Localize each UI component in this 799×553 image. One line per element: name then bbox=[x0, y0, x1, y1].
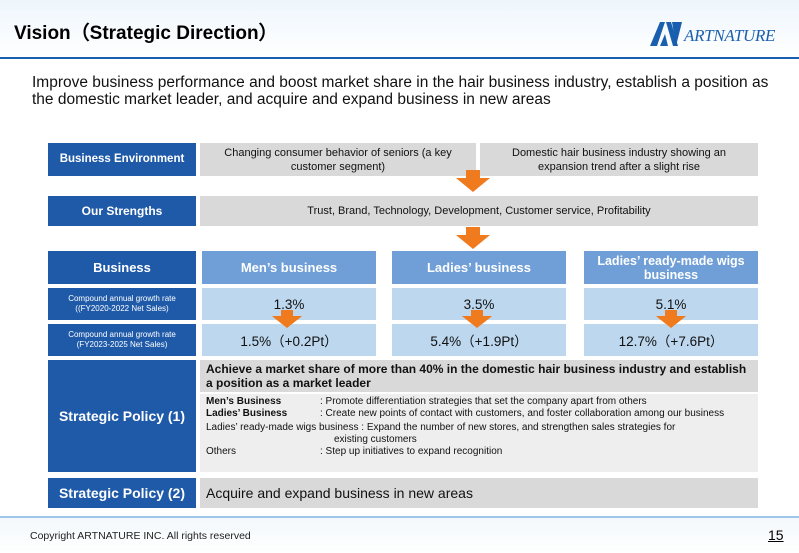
cagr-plan-wigs: 12.7%（+7.6Pt） bbox=[584, 324, 758, 356]
policy1-others-key: Others bbox=[206, 446, 237, 457]
down-arrow-icon bbox=[656, 310, 686, 328]
strengths-value: Trust, Brand, Technology, Development, C… bbox=[200, 196, 758, 226]
policy1-mens-value: : Promote differentiation strategies tha… bbox=[320, 396, 647, 407]
policy1-mens-key: Men’s Business bbox=[206, 396, 282, 407]
policy1-others: Others : Step up initiatives to expand r… bbox=[206, 446, 758, 458]
footer-band bbox=[0, 518, 799, 553]
page-number: 15 bbox=[768, 527, 784, 543]
logo-mark-icon bbox=[650, 22, 682, 46]
environment-label: Business Environment bbox=[48, 143, 196, 176]
down-arrow-icon bbox=[462, 310, 492, 328]
header-band bbox=[0, 0, 799, 58]
company-logo: ARTNATURE bbox=[648, 20, 798, 50]
copyright-text: Copyright ARTNATURE INC. All rights rese… bbox=[30, 530, 251, 542]
logo-text: ARTNATURE bbox=[684, 26, 776, 45]
cagr-plan-label: Compound annual growth rate (FY2023-2025… bbox=[48, 324, 196, 356]
business-mens: Men’s business bbox=[202, 251, 376, 284]
policy1-detail-panel bbox=[200, 394, 758, 472]
down-arrow-icon bbox=[456, 227, 490, 249]
cagr-plan-ladies: 5.4%（+1.9Pt） bbox=[392, 324, 566, 356]
business-ladies: Ladies’ business bbox=[392, 251, 566, 284]
policy1-wigs-continuation: existing customers bbox=[334, 434, 417, 445]
footer-rule bbox=[0, 516, 799, 518]
policy1-headline: Achieve a market share of more than 40% … bbox=[200, 360, 758, 392]
header-rule bbox=[0, 57, 799, 59]
policy2-label: Strategic Policy (2) bbox=[48, 478, 196, 508]
intro-text: Improve business performance and boost m… bbox=[32, 74, 769, 108]
strengths-label: Our Strengths bbox=[48, 196, 196, 226]
down-arrow-icon bbox=[272, 310, 302, 328]
policy1-wigs-line: Ladies’ ready-made wigs business : Expan… bbox=[206, 422, 676, 433]
policy1-ladies-key: Ladies’ Business bbox=[206, 408, 288, 419]
environment-item-2: Domestic hair business industry showing … bbox=[480, 143, 758, 176]
page-title: Vision（Strategic Direction） bbox=[14, 23, 278, 44]
business-wigs: Ladies’ ready-made wigs business bbox=[584, 251, 758, 284]
policy1-mens: Men’s Business : Promote differentiation… bbox=[206, 396, 758, 408]
policy1-detail-list: Men’s Business : Promote differentiation… bbox=[206, 396, 758, 458]
policy1-ladies-value: : Create new points of contact with cust… bbox=[320, 408, 725, 419]
business-label: Business bbox=[48, 251, 196, 284]
policy1-label: Strategic Policy (1) bbox=[48, 360, 196, 472]
cagr-past-label: Compound annual growth rate ((FY2020-202… bbox=[48, 288, 196, 320]
policy2-value: Acquire and expand business in new areas bbox=[200, 478, 758, 508]
environment-item-1: Changing consumer behavior of seniors (a… bbox=[200, 143, 476, 176]
down-arrow-icon bbox=[456, 170, 490, 192]
cagr-plan-mens: 1.5%（+0.2Pt） bbox=[202, 324, 376, 356]
policy1-others-value: : Step up initiatives to expand recognit… bbox=[320, 446, 503, 457]
policy1-ladies: Ladies’ Business : Create new points of … bbox=[206, 408, 758, 420]
